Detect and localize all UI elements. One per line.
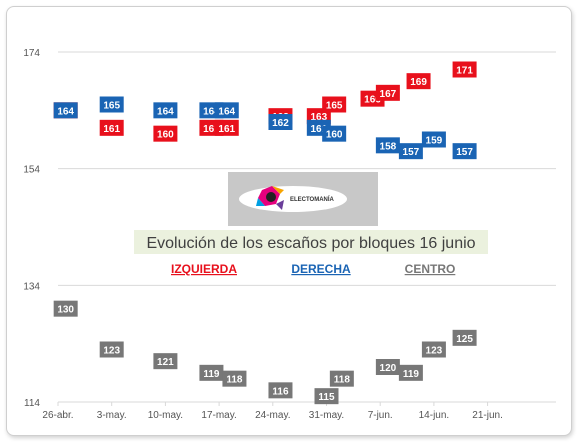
izquierda-data-label: 165 <box>326 101 343 112</box>
centro-data-label: 120 <box>380 363 397 374</box>
derecha-data-label: 157 <box>456 147 473 158</box>
derecha-point <box>398 143 423 160</box>
izquierda-point <box>375 84 400 101</box>
derecha-data-label: 162 <box>272 118 289 129</box>
x-tick-label: 21-jun. <box>472 410 503 421</box>
centro-data-label: 123 <box>103 346 120 357</box>
derecha-data-label: 164 <box>57 106 74 117</box>
izquierda-data-label: 166 <box>364 95 381 106</box>
x-tick-label: 3-may. <box>97 410 127 421</box>
electomania-logo: ELECTOMANÍA <box>228 172 378 226</box>
centro-data-label: 121 <box>157 357 174 368</box>
x-tick-label: 17-may. <box>201 410 236 421</box>
derecha-data-label: 165 <box>103 101 120 112</box>
izquierda-point <box>214 119 239 136</box>
centro-point <box>53 300 78 317</box>
derecha-point <box>99 96 124 113</box>
derecha-data-label: 157 <box>403 147 420 158</box>
centro-point <box>329 370 354 387</box>
derecha-point <box>53 102 78 119</box>
y-tick-label: 174 <box>23 48 40 59</box>
izquierda-point <box>322 96 347 113</box>
centro-data-label: 118 <box>334 375 351 386</box>
legend-derecha: DERECHA <box>291 262 351 276</box>
x-tick-label: 14-jun. <box>419 410 450 421</box>
x-axis: 26-abr. 3-may. 10-may. 17-may. 24-may. 31-may… <box>42 402 503 421</box>
derecha-data-label: 160 <box>326 130 343 141</box>
y-axis: 114 134 154 174 <box>23 48 40 409</box>
x-tick-label: 26-abr. <box>42 410 73 421</box>
derecha-data-label: 158 <box>380 141 397 152</box>
derecha-point <box>153 102 178 119</box>
y-tick-label: 114 <box>24 398 40 409</box>
izquierda-data-label: 161 <box>203 124 220 135</box>
izquierda-point <box>99 119 124 136</box>
centro-data-label: 119 <box>203 369 220 380</box>
izquierda-data-label: 160 <box>157 130 174 141</box>
gridlines <box>58 51 556 403</box>
x-tick-label: 7-jun. <box>368 410 393 421</box>
derecha-data-label: 161 <box>310 124 327 135</box>
x-tick-label: 24-may. <box>255 410 290 421</box>
derecha-point <box>268 114 293 130</box>
izquierda-data-label: 169 <box>410 77 427 88</box>
centro-point <box>222 370 247 387</box>
derecha-point <box>421 131 446 148</box>
centro-point <box>314 388 339 405</box>
title-background <box>134 230 488 254</box>
centro-data-label: 115 <box>318 392 335 403</box>
x-tick-label: 10-may. <box>148 410 183 421</box>
centro-point <box>199 364 224 381</box>
y-tick-label: 134 <box>23 281 40 292</box>
chart-title: Evolución de los escaños por bloques 16 … <box>146 235 475 252</box>
izquierda-data-label: 171 <box>456 66 473 77</box>
logo-text: ELECTOMANÍA <box>290 195 335 203</box>
izquierda-data-label: 161 <box>103 124 120 135</box>
legend-centro: CENTRO <box>405 262 456 276</box>
data-labels: 1641611601611611631631651661671691711641… <box>53 61 477 405</box>
derecha-point <box>452 143 477 160</box>
centro-data-label: 119 <box>403 369 420 380</box>
derecha-data-label: 164 <box>218 106 235 117</box>
centro-data-label: 125 <box>456 334 473 345</box>
centro-point <box>375 359 400 375</box>
centro-point <box>268 382 293 399</box>
derecha-point <box>214 102 239 119</box>
izquierda-point <box>406 73 431 90</box>
centro-point <box>452 329 477 346</box>
centro-data-label: 130 <box>57 305 74 316</box>
izquierda-point <box>452 61 477 78</box>
legend-izquierda: IZQUIERDA <box>171 262 237 276</box>
centro-data-label: 116 <box>272 386 289 397</box>
derecha-data-label: 164 <box>203 106 220 117</box>
izquierda-data-label: 167 <box>380 89 397 100</box>
centro-point <box>421 341 446 358</box>
derecha-data-label: 164 <box>157 106 174 117</box>
centro-point <box>153 353 178 370</box>
izquierda-data-label: 163 <box>310 112 327 123</box>
izquierda-data-label: 161 <box>218 124 235 135</box>
centro-point <box>398 364 423 381</box>
centro-data-label: 123 <box>426 346 443 357</box>
centro-data-label: 118 <box>226 375 243 386</box>
derecha-point <box>375 137 400 154</box>
legend: IZQUIERDA DERECHA CENTRO <box>171 262 455 276</box>
derecha-data-label: 159 <box>426 136 443 147</box>
y-tick-label: 154 <box>23 165 40 176</box>
izquierda-point <box>153 125 178 142</box>
derecha-point <box>322 125 347 142</box>
centro-point <box>99 341 124 358</box>
x-tick-label: 31-may. <box>309 410 344 421</box>
